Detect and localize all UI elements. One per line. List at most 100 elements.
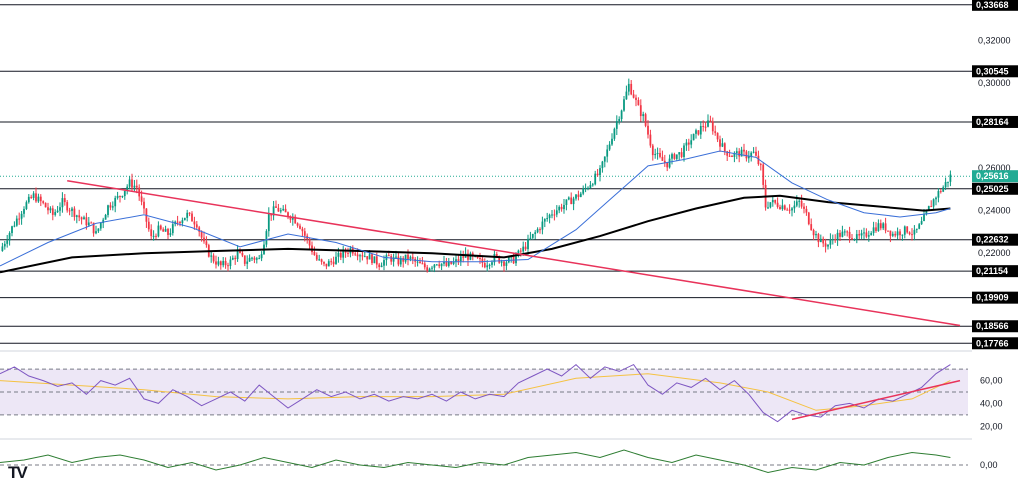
candle-body <box>519 250 522 252</box>
candle-body <box>531 233 534 238</box>
candle-body <box>289 217 292 220</box>
candle-body <box>661 156 664 161</box>
candle-body <box>47 207 49 211</box>
candle-body <box>32 193 35 198</box>
candle-body <box>291 216 294 220</box>
level-price-label: 0,30545 <box>976 66 1009 76</box>
candle-body <box>243 255 246 264</box>
candle-body <box>366 256 369 260</box>
candle-body <box>882 223 885 229</box>
candle-body <box>42 201 45 203</box>
candle-body <box>231 257 234 260</box>
candle-body <box>558 206 561 211</box>
candle-body <box>395 256 397 258</box>
candle-body <box>870 233 873 236</box>
candle-body <box>851 238 853 240</box>
candle-body <box>183 217 186 221</box>
candle-body <box>563 204 565 210</box>
level-price-label: 0,33668 <box>976 0 1009 10</box>
candle-body <box>949 174 952 182</box>
level-price-label: 0,19909 <box>976 293 1009 303</box>
candle-body <box>313 252 316 256</box>
candle-body <box>433 264 436 268</box>
candle-body <box>450 261 453 264</box>
candle-body <box>95 231 97 234</box>
candle-body <box>56 210 59 213</box>
candle-body <box>735 151 738 154</box>
candle-body <box>863 232 865 234</box>
candle-body <box>229 259 232 266</box>
candle-body <box>771 199 774 203</box>
candle-body <box>246 261 249 264</box>
candle-body <box>697 130 700 135</box>
candle-body <box>752 151 755 153</box>
candle-body <box>536 229 539 233</box>
price-axis[interactable]: 0,32000 0,30000 0,26000 0,24000 0,22000 0,336… <box>972 0 1018 470</box>
candle-body <box>668 158 671 168</box>
candle-body <box>195 224 198 228</box>
candle-body <box>63 198 66 203</box>
candle-body <box>498 256 501 263</box>
candle-body <box>164 229 167 232</box>
candle-body <box>479 258 481 260</box>
candle-body <box>671 154 673 159</box>
level-price-box <box>972 265 1018 278</box>
candle-body <box>399 258 402 265</box>
candle-body <box>133 185 136 188</box>
candle-body <box>440 263 443 267</box>
rsi-ascending-trendline <box>791 379 961 421</box>
candle-body <box>123 190 126 197</box>
candle-body <box>147 221 150 230</box>
candle-body <box>779 206 781 210</box>
candle-body <box>846 231 849 233</box>
candle-body <box>596 173 599 176</box>
candle-body <box>601 161 604 169</box>
candle-body <box>234 257 237 260</box>
candle-body <box>755 151 757 156</box>
current-price-label: 0,25616 <box>976 171 1009 181</box>
candle-body <box>255 258 258 260</box>
candle-body <box>829 239 832 245</box>
candle-body <box>339 252 342 258</box>
level-price-label: 0,25025 <box>976 184 1009 194</box>
candle-body <box>860 233 863 236</box>
candle-body <box>791 208 793 211</box>
candle-body <box>800 200 803 207</box>
price-panel[interactable] <box>0 4 972 344</box>
candle-body <box>143 201 145 209</box>
candle-body <box>157 225 160 237</box>
candle-body <box>1 246 4 252</box>
candle-body <box>728 155 731 157</box>
candle-body <box>819 238 822 243</box>
candle-body <box>126 186 129 191</box>
candle-body <box>906 226 909 233</box>
candle-body <box>25 202 28 209</box>
candle-body <box>397 256 400 265</box>
candle-body <box>236 250 239 260</box>
candle-body <box>843 231 846 233</box>
rsi-panel[interactable] <box>0 350 972 423</box>
candle-body <box>356 254 359 257</box>
candle-body <box>419 261 421 264</box>
candle-body <box>635 97 637 101</box>
candle-body <box>884 223 887 231</box>
candle-body <box>642 114 645 117</box>
candle-body <box>606 149 609 157</box>
candle-body <box>18 218 21 220</box>
candle-body <box>685 142 688 146</box>
candle-body <box>539 229 541 231</box>
candle-body <box>241 252 244 256</box>
candle-body <box>711 121 714 132</box>
level-price-label: 0,17766 <box>976 338 1009 348</box>
candle-body <box>709 120 712 122</box>
oscillator-tick-label: 0,00 <box>980 460 998 470</box>
oscillator-panel[interactable] <box>0 438 972 474</box>
candle-body <box>858 234 861 236</box>
candle-body <box>15 218 18 226</box>
candle-body <box>219 261 222 266</box>
candle-body <box>59 207 61 211</box>
candle-body <box>527 238 529 250</box>
candle-body <box>877 223 880 231</box>
candle-body <box>649 134 652 146</box>
